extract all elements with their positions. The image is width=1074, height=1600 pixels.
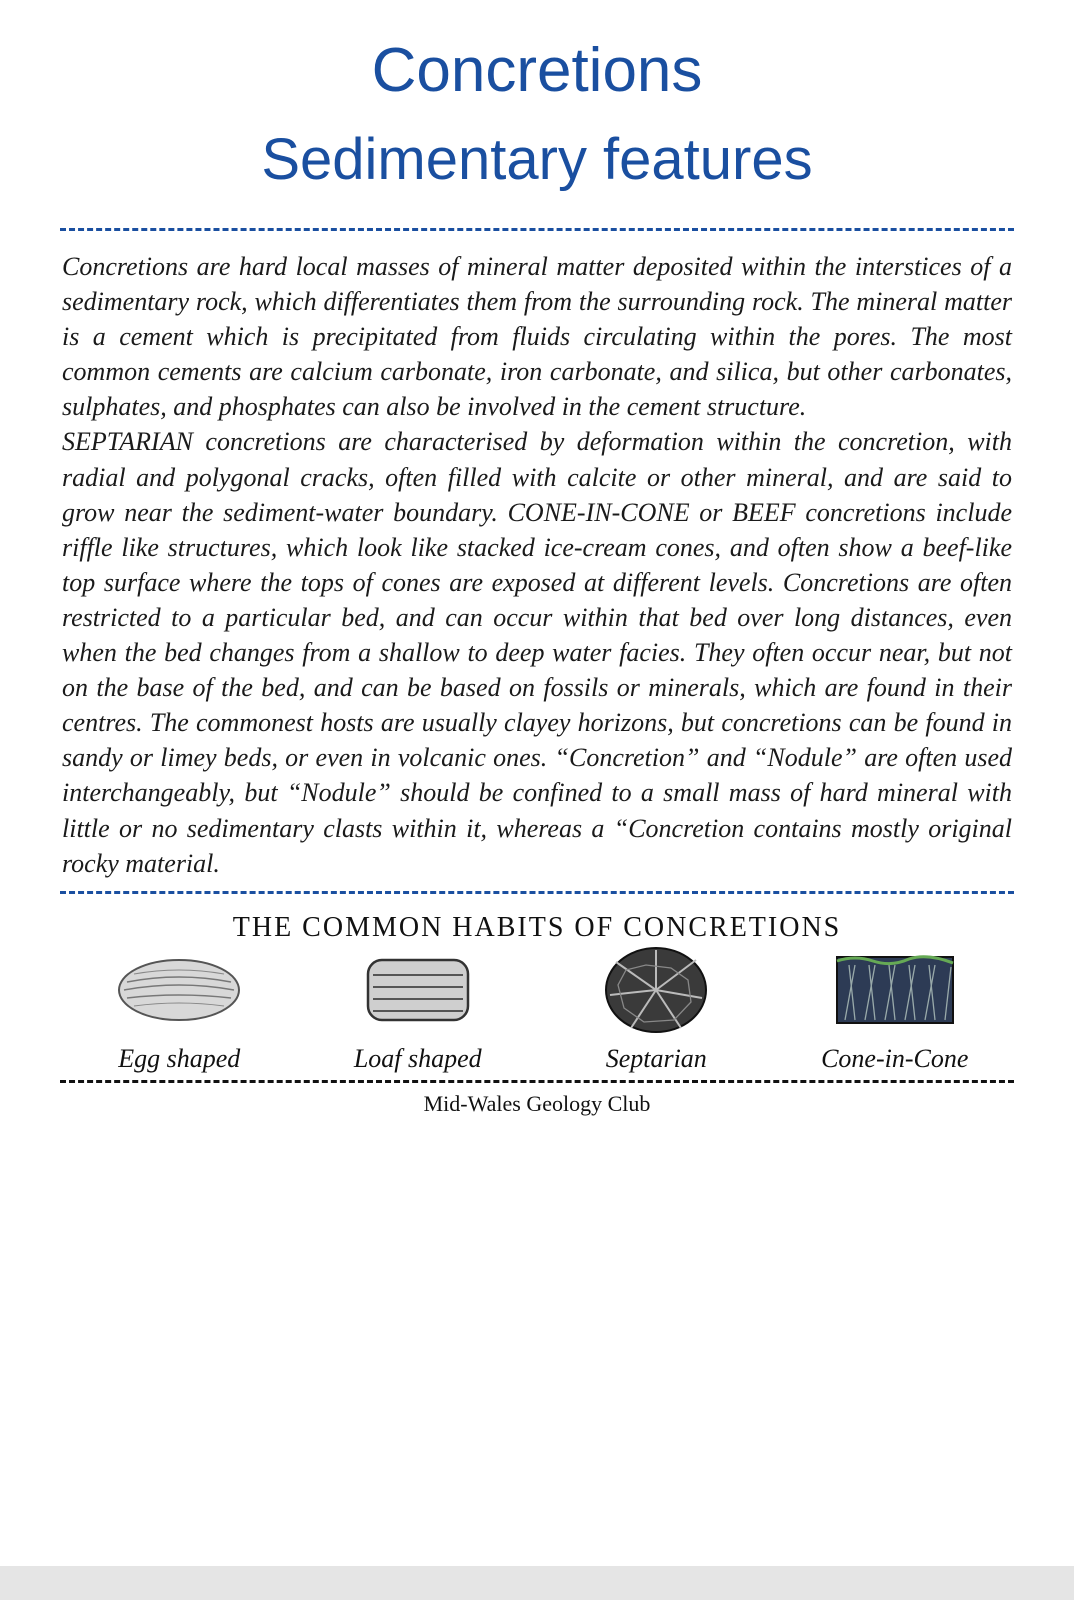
loaf-shape-icon <box>348 943 488 1038</box>
document-page: Concretions Sedimentary features Concret… <box>0 0 1074 1600</box>
habit-label: Cone-in-Cone <box>821 1044 968 1074</box>
bottom-band <box>0 1566 1074 1600</box>
title-line-2: Sedimentary features <box>60 126 1014 193</box>
footer-text: Mid-Wales Geology Club <box>60 1091 1014 1117</box>
habit-egg: Egg shaped <box>65 943 294 1074</box>
top-dashed-rule <box>60 228 1014 231</box>
septarian-icon <box>596 943 716 1038</box>
body-text: Concretions are hard local masses of min… <box>62 249 1012 881</box>
title-line-1: Concretions <box>60 35 1014 106</box>
mid-dashed-rule <box>60 891 1014 894</box>
habit-label: Septarian <box>606 1044 707 1074</box>
habit-label: Loaf shaped <box>354 1044 482 1074</box>
habit-loaf: Loaf shaped <box>303 943 532 1074</box>
habits-heading: THE COMMON HABITS OF CONCRETIONS <box>60 912 1014 944</box>
habit-label: Egg shaped <box>118 1044 240 1074</box>
bottom-dashed-rule <box>60 1080 1014 1083</box>
habit-cone-in-cone: Cone-in-Cone <box>780 943 1009 1074</box>
egg-shape-icon <box>109 943 249 1038</box>
habit-septarian: Septarian <box>542 943 771 1074</box>
habits-row: Egg shaped Loaf shaped <box>60 954 1014 1074</box>
cone-in-cone-icon <box>825 943 965 1038</box>
